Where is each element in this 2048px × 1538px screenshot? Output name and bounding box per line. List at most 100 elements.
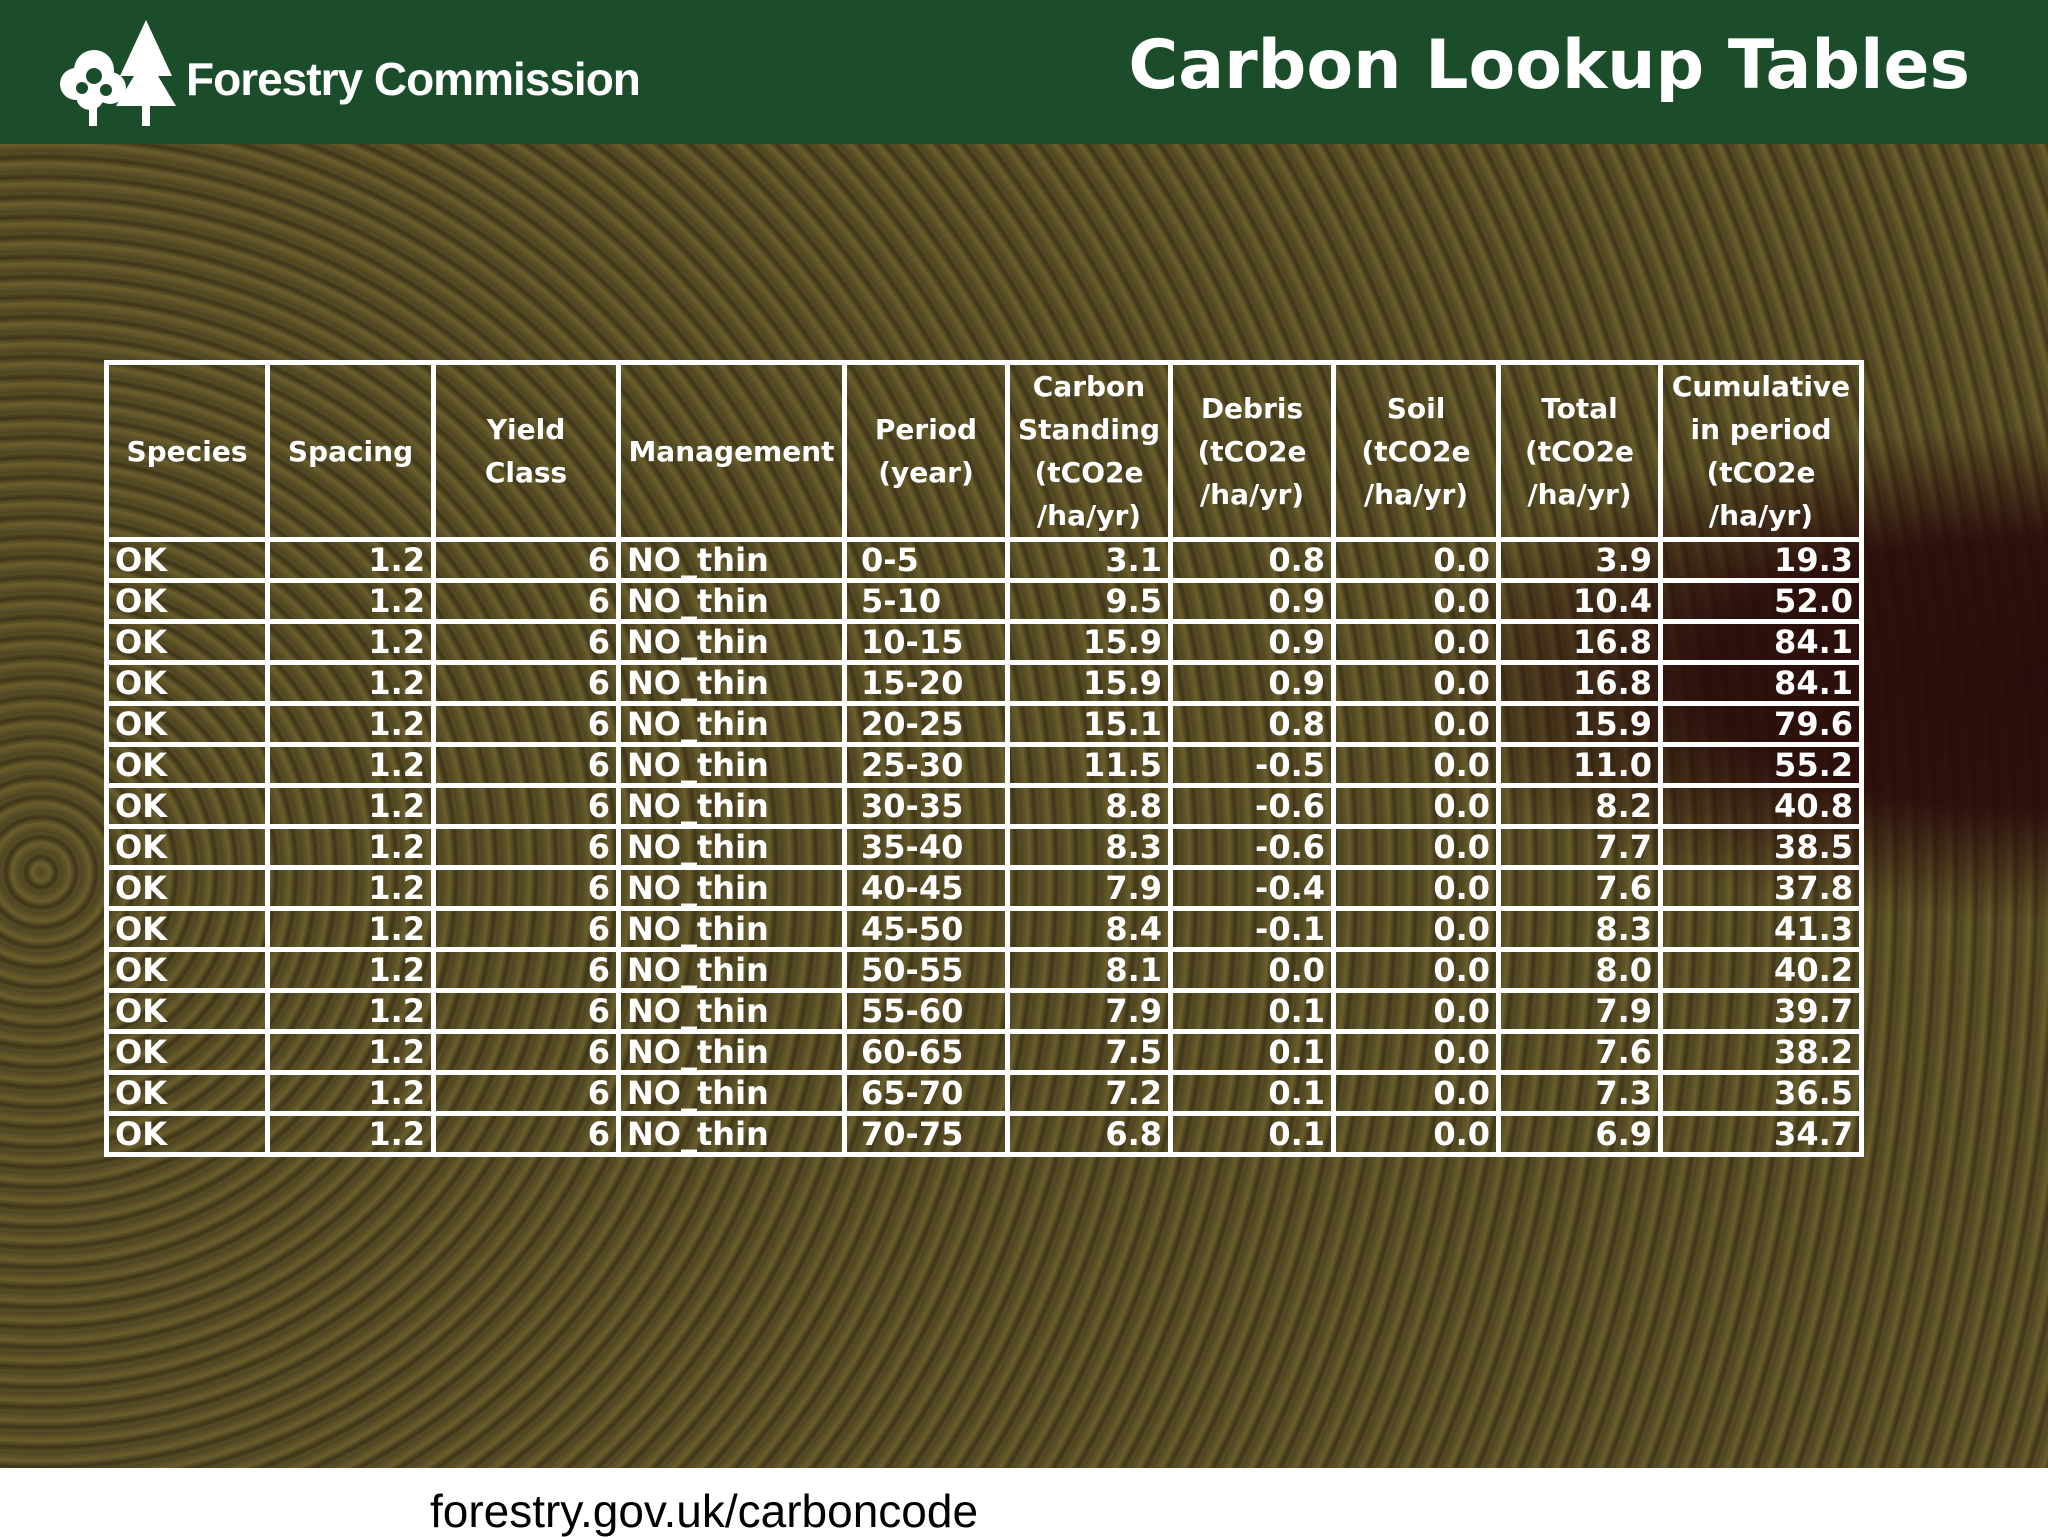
table-cell: OK bbox=[104, 988, 270, 1034]
column-header: Total (tCO2e/ha/yr) bbox=[1496, 360, 1663, 542]
table-cell: 1.2 bbox=[265, 1029, 436, 1075]
table-cell: 6 bbox=[431, 947, 621, 993]
table-cell: 10.4 bbox=[1496, 578, 1663, 624]
table-cell: OK bbox=[104, 947, 270, 993]
carbon-table: Species Spacing Yield Class Management Period… bbox=[104, 360, 1864, 1157]
table-cell: 0.0 bbox=[1331, 660, 1501, 706]
table-cell: 1.2 bbox=[265, 865, 436, 911]
table-cell: OK bbox=[104, 1070, 270, 1116]
table-cell: 1.2 bbox=[265, 619, 436, 665]
table-cell: 7.5 bbox=[1005, 1029, 1173, 1075]
header-line: Class bbox=[484, 456, 568, 489]
table-cell: 38.2 bbox=[1658, 1029, 1864, 1075]
table-cell: OK bbox=[104, 824, 270, 870]
table-cell: 1.2 bbox=[265, 578, 436, 624]
table-cell: 6 bbox=[431, 619, 621, 665]
table-cell: 6 bbox=[431, 824, 621, 870]
table-cell: 10-15 bbox=[842, 619, 1010, 665]
table-cell: 0.9 bbox=[1168, 578, 1336, 624]
table-cell: 1.2 bbox=[265, 701, 436, 747]
table-cell: 6 bbox=[431, 988, 621, 1034]
header-line: (tCO2e bbox=[1706, 456, 1816, 489]
table-cell: NO_thin bbox=[616, 1029, 847, 1075]
table-cell: -0.1 bbox=[1168, 906, 1336, 952]
table-cell: 0.0 bbox=[1331, 1111, 1501, 1157]
header-line: /ha/yr) bbox=[1036, 499, 1142, 532]
header-line: Standing bbox=[1018, 413, 1160, 446]
table-cell: 7.9 bbox=[1005, 865, 1173, 911]
table-cell: 15-20 bbox=[842, 660, 1010, 706]
header-line: /ha/yr) bbox=[1363, 477, 1469, 511]
table-cell: 0.0 bbox=[1331, 906, 1501, 952]
table-cell: NO_thin bbox=[616, 824, 847, 870]
table-cell: 20-25 bbox=[842, 701, 1010, 747]
table-cell: 5-10 bbox=[842, 578, 1010, 624]
table-cell: 35-40 bbox=[842, 824, 1010, 870]
table-cell: OK bbox=[104, 1111, 270, 1157]
table-cell: 1.2 bbox=[265, 660, 436, 706]
table-cell: 0.0 bbox=[1331, 619, 1501, 665]
table-row: OK 1.2 6 NO_thin 0-5 3.1 0.8 0.0 3.9 19.3 bbox=[104, 537, 1864, 583]
table-cell: 0.0 bbox=[1331, 701, 1501, 747]
table-cell: NO_thin bbox=[616, 537, 847, 583]
table-cell: 55.2 bbox=[1658, 742, 1864, 788]
header-row: Species Spacing Yield Class Management Period… bbox=[104, 360, 1864, 542]
table-cell: OK bbox=[104, 865, 270, 911]
table-cell: NO_thin bbox=[616, 988, 847, 1034]
header-line: Spacing bbox=[287, 434, 414, 468]
table-cell: OK bbox=[104, 578, 270, 624]
table-cell: 8.3 bbox=[1005, 824, 1173, 870]
table-cell: 0.0 bbox=[1331, 824, 1501, 870]
table-cell: 6.9 bbox=[1496, 1111, 1663, 1157]
table-cell: NO_thin bbox=[616, 701, 847, 747]
table-cell: 41.3 bbox=[1658, 906, 1864, 952]
table-cell: 1.2 bbox=[265, 537, 436, 583]
table-cell: OK bbox=[104, 701, 270, 747]
table-cell: OK bbox=[104, 619, 270, 665]
table-cell: 70-75 bbox=[842, 1111, 1010, 1157]
table-cell: 34.7 bbox=[1658, 1111, 1864, 1157]
table-row: OK 1.2 6 NO_thin 20-25 15.1 0.8 0.0 15.9 79.6 bbox=[104, 701, 1864, 747]
table-cell: -0.6 bbox=[1168, 824, 1336, 870]
table-cell: NO_thin bbox=[616, 1111, 847, 1157]
table-row: OK 1.2 6 NO_thin 45-50 8.4 -0.1 0.0 8.3 41.3 bbox=[104, 906, 1864, 952]
header-line: Period bbox=[874, 413, 978, 446]
column-header: Soil (tCO2e/ha/yr) bbox=[1331, 360, 1501, 542]
header-line: /ha/yr) bbox=[1527, 477, 1632, 511]
table-cell: NO_thin bbox=[616, 865, 847, 911]
header-line: Debris bbox=[1200, 391, 1304, 425]
column-header: Debris (tCO2e/ha/yr) bbox=[1168, 360, 1336, 542]
page-title: Carbon Lookup Tables bbox=[1128, 26, 1970, 105]
table-cell: 8.4 bbox=[1005, 906, 1173, 952]
header-line: /ha/yr) bbox=[1199, 477, 1305, 511]
table-cell: 0.9 bbox=[1168, 660, 1336, 706]
column-header: Management bbox=[616, 360, 847, 542]
table-cell: 1.2 bbox=[265, 824, 436, 870]
table-cell: 55-60 bbox=[842, 988, 1010, 1034]
table-cell: 0.1 bbox=[1168, 988, 1336, 1034]
table-cell: 1.2 bbox=[265, 1111, 436, 1157]
header-line: in period bbox=[1690, 413, 1832, 446]
table-row: OK 1.2 6 NO_thin 5-10 9.5 0.9 0.0 10.4 52.0 bbox=[104, 578, 1864, 624]
table-row: OK 1.2 6 NO_thin 70-75 6.8 0.1 0.0 6.9 34.7 bbox=[104, 1111, 1864, 1157]
table-cell: 0.0 bbox=[1331, 947, 1501, 993]
table-cell: 0.8 bbox=[1168, 701, 1336, 747]
table-cell: 15.9 bbox=[1496, 701, 1663, 747]
table-cell: OK bbox=[104, 537, 270, 583]
table-cell: 50-55 bbox=[842, 947, 1010, 993]
table-cell: 1.2 bbox=[265, 1070, 436, 1116]
table-cell: 25-30 bbox=[842, 742, 1010, 788]
column-header: Period (year) bbox=[842, 360, 1010, 542]
table-cell: 16.8 bbox=[1496, 660, 1663, 706]
header-line: Yield bbox=[486, 413, 566, 446]
table-cell: 8.0 bbox=[1496, 947, 1663, 993]
footer-bar bbox=[0, 1468, 2048, 1536]
table-cell: 0.0 bbox=[1331, 988, 1501, 1034]
table-cell: NO_thin bbox=[616, 660, 847, 706]
table-cell: 8.1 bbox=[1005, 947, 1173, 993]
table-cell: NO_thin bbox=[616, 906, 847, 952]
table-cell: 3.9 bbox=[1496, 537, 1663, 583]
table-row: OK 1.2 6 NO_thin 65-70 7.2 0.1 0.0 7.3 36.5 bbox=[104, 1070, 1864, 1116]
table-cell: NO_thin bbox=[616, 742, 847, 788]
table-cell: 6 bbox=[431, 660, 621, 706]
